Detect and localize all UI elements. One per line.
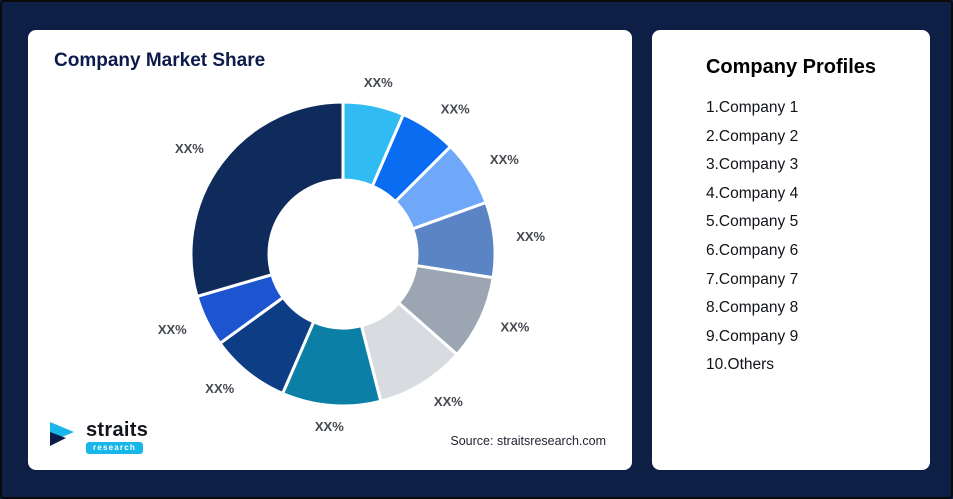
logo-icon [50,422,74,446]
chart-title: Company Market Share [54,50,266,71]
profile-item: 6.Company 6 [706,241,799,259]
profiles-title: Company Profiles [705,56,877,78]
segment-label: XX% [500,320,529,335]
segment-label: XX% [434,394,463,409]
segment-label: XX% [158,322,187,337]
segment-label: XX% [175,141,204,156]
chart-card: XX% XX% XX% XX% XX% XX% XX% XX% XX% XX% Company M… [28,30,632,470]
profile-item: 9.Company 9 [706,327,799,345]
profile-item: 2.Company 2 [706,127,799,145]
segment-label: XX% [364,75,393,90]
profile-item: 5.Company 5 [706,213,799,231]
source-text: Source: straitsresearch.com [450,434,606,448]
profiles-list: 1.Company 1 2.Company 2 3.Company 3 4.Compa… [706,99,930,375]
brand-logo: straits research [48,420,148,454]
profile-item: 3.Company 3 [706,156,799,174]
profile-item: 4.Company 4 [706,184,799,202]
segment-label: XX% [516,229,545,244]
profiles-card: Company Profiles 1.Company 1 2.Company 2 3… [652,30,930,470]
donut-segment [189,100,345,298]
profile-item: 7.Company 7 [706,270,799,288]
profile-item: 8.Company 8 [706,299,799,317]
profile-item: 10.Others [706,356,775,374]
brand-name: straits [86,419,149,441]
profile-item: 1.Company 1 [706,99,799,116]
segment-label: XX% [315,419,344,434]
segment-label: XX% [441,102,470,117]
segment-label: XX% [205,381,234,396]
brand-sub: research [86,442,143,454]
donut-chart: XX% XX% XX% XX% XX% XX% XX% XX% XX% XX% [158,75,546,434]
segment-label: XX% [490,152,519,167]
